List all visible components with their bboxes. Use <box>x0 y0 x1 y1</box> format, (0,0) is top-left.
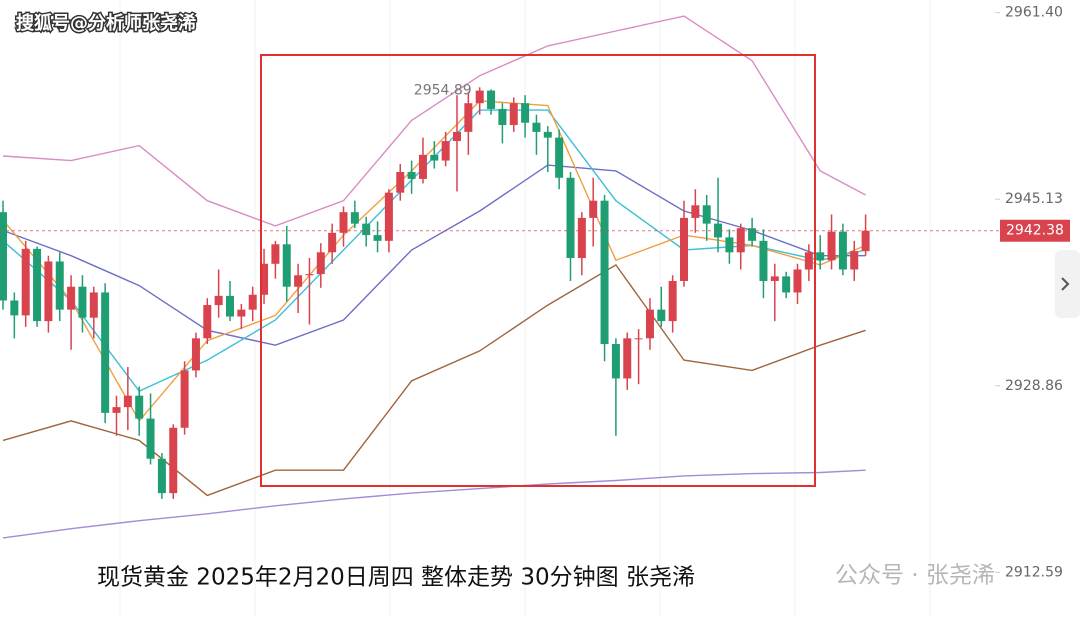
candle-body <box>55 261 64 310</box>
candle-body <box>770 276 779 281</box>
indicator-line <box>2 15 866 227</box>
candle-body <box>736 228 745 253</box>
candle-body <box>396 172 405 193</box>
candle-body <box>543 131 552 138</box>
candle-body <box>657 309 666 322</box>
candle-body <box>271 244 280 264</box>
candle-body <box>282 244 291 287</box>
candle-body <box>532 122 541 132</box>
candle-body <box>748 228 757 241</box>
caption: 现货黄金 2025年2月20日周四 整体走势 30分钟图 张尧浠 <box>97 565 695 591</box>
candle-body <box>702 205 711 224</box>
candle-body <box>112 407 121 413</box>
highlight-box <box>260 54 816 487</box>
candle-body <box>0 212 7 301</box>
candle-body <box>589 200 598 218</box>
watermark-bottom: 公众号 · 张尧浠 <box>835 563 995 589</box>
candle-body <box>123 395 132 408</box>
candle-body <box>827 231 836 261</box>
candle-body <box>577 217 586 259</box>
candle-body <box>294 275 303 287</box>
candle-body <box>101 292 110 413</box>
candle-body <box>180 370 189 428</box>
watermark-top: 搜狐号@分析师张尧浠 <box>16 12 196 34</box>
y-tick-label: 2928.86 <box>1005 378 1063 394</box>
candle-body <box>191 338 200 371</box>
candle-body <box>339 212 348 233</box>
candle-body <box>21 248 30 316</box>
candle-body <box>10 300 19 316</box>
candle-body <box>487 90 496 109</box>
candle-body <box>759 240 768 281</box>
last-price-box <box>1000 219 1070 242</box>
candle-body <box>418 154 427 179</box>
arrow-icon[interactable] <box>1061 277 1070 291</box>
candle-body <box>373 235 382 241</box>
candle-body <box>78 286 87 318</box>
candle-body <box>430 154 439 161</box>
candle-body <box>305 274 314 276</box>
indicator-line <box>2 469 866 539</box>
candle-body <box>509 103 518 126</box>
candle-body <box>407 172 416 179</box>
candle-body <box>384 192 393 241</box>
candle-body <box>67 286 76 310</box>
candle-body <box>861 230 870 252</box>
candle-body <box>521 103 530 123</box>
candle-body <box>350 212 359 224</box>
candle-body <box>804 252 813 270</box>
candle-body <box>248 294 257 310</box>
candle-body <box>464 103 473 132</box>
candle-body <box>555 137 564 178</box>
candle-body <box>362 223 371 236</box>
candle-body <box>89 292 98 318</box>
candle-body <box>169 427 178 494</box>
candle-body <box>782 276 791 293</box>
candle-body <box>453 131 461 142</box>
candle-body <box>623 338 632 379</box>
y-tick-label: 2945.13 <box>1005 191 1063 207</box>
candle-body <box>441 141 450 161</box>
candle-body <box>668 280 677 322</box>
candle-body <box>157 458 166 494</box>
last-price-label: 2942.38 <box>1006 223 1064 239</box>
candle-body <box>634 338 643 340</box>
candle-body <box>725 237 734 253</box>
candle-body <box>838 231 847 270</box>
candle-body <box>680 217 688 281</box>
candle-body <box>237 309 246 317</box>
candle-body <box>260 263 269 295</box>
candle-body <box>475 90 484 104</box>
candle-body <box>645 309 654 339</box>
candle-body <box>611 344 620 379</box>
y-tick-label: 2912.59 <box>1005 564 1063 580</box>
candle-body <box>135 395 144 419</box>
candle-body <box>498 108 507 126</box>
candle-body <box>691 205 700 218</box>
indicator-line <box>2 164 866 346</box>
candles <box>0 87 870 499</box>
candle-body <box>816 252 825 261</box>
candle-body <box>566 177 575 259</box>
candle-body <box>600 200 609 345</box>
high-annotation: 2954.89 <box>414 82 472 98</box>
candle-body <box>714 223 723 238</box>
indicator-line <box>2 263 866 497</box>
candle-body <box>226 295 234 317</box>
candle-body <box>44 261 53 322</box>
candle-body <box>203 305 212 339</box>
candle-body <box>146 418 155 459</box>
candle-body <box>850 251 859 270</box>
y-tick-label: 2961.40 <box>1005 5 1063 21</box>
candle-body <box>316 252 325 275</box>
candle-body <box>33 248 42 322</box>
price-axis: 2961.40 2945.13 2928.86 2912.59 2942.38 2954.… <box>0 5 1070 580</box>
candle-body <box>793 269 802 293</box>
expand-button[interactable] <box>1055 250 1080 318</box>
candle-body <box>328 232 337 253</box>
candle-body <box>214 295 223 306</box>
